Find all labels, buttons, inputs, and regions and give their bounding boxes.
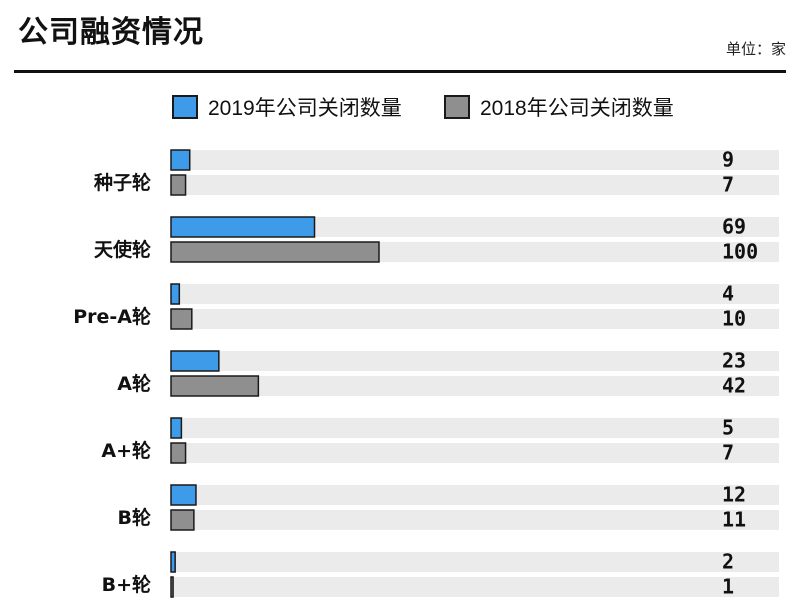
bar-2018 <box>170 442 187 464</box>
title-divider <box>14 70 786 73</box>
category-label: B+轮 <box>102 573 151 596</box>
bar-track <box>171 443 779 463</box>
data-label-2019: 69 <box>722 215 746 239</box>
bar-2019 <box>170 417 183 439</box>
data-label-2018: 7 <box>722 441 734 465</box>
bar-track <box>171 217 779 237</box>
bar-2018 <box>170 308 193 330</box>
data-label-2019: 23 <box>722 349 746 373</box>
bar-track <box>171 351 779 371</box>
legend-label-2019: 2019年公司关闭数量 <box>208 97 402 120</box>
bar-track <box>171 175 779 195</box>
bar-2019 <box>170 216 316 238</box>
bar-track <box>171 376 779 396</box>
bar-2019 <box>170 551 176 573</box>
bar-2019 <box>170 149 191 171</box>
category-label: B轮 <box>118 506 151 529</box>
data-label-2018: 11 <box>722 508 746 532</box>
category-label: A轮 <box>117 372 151 395</box>
bar-track <box>171 485 779 505</box>
category-label: Pre-A轮 <box>73 305 151 328</box>
unit-note: 单位：家 <box>725 40 786 58</box>
data-label-2019: 12 <box>722 483 746 507</box>
data-label-2018: 7 <box>722 173 734 197</box>
data-label-2019: 5 <box>722 416 734 440</box>
bar-track <box>171 552 779 572</box>
category-label: 种子轮 <box>93 171 151 194</box>
bar-track <box>171 577 779 597</box>
bar-track <box>171 309 779 329</box>
bar-2018 <box>170 241 380 263</box>
page-title: 公司融资情况 <box>18 15 204 50</box>
category-label: A+轮 <box>101 439 151 462</box>
bar-track <box>171 418 779 438</box>
bar-2018 <box>170 174 187 196</box>
chart-legend: 2019年公司关闭数量 2018年公司关闭数量 <box>0 92 800 122</box>
bar-2018 <box>170 509 195 531</box>
legend-item-2019: 2019年公司关闭数量 <box>172 92 402 122</box>
bar-track <box>171 510 779 530</box>
category-label: 天使轮 <box>94 238 151 261</box>
bar-2019 <box>170 484 197 506</box>
data-label-2018: 100 <box>722 240 758 264</box>
data-label-2019: 4 <box>722 282 734 306</box>
bar-2018 <box>170 576 174 598</box>
data-label-2019: 9 <box>722 148 734 172</box>
data-label-2019: 2 <box>722 550 734 574</box>
bar-track <box>171 150 779 170</box>
legend-item-2018: 2018年公司关闭数量 <box>444 92 674 122</box>
data-label-2018: 1 <box>722 575 734 599</box>
legend-swatch-2018 <box>444 95 470 119</box>
data-label-2018: 10 <box>722 307 746 331</box>
legend-swatch-2019 <box>172 95 198 119</box>
bar-2018 <box>170 375 260 397</box>
legend-label-2018: 2018年公司关闭数量 <box>480 97 674 120</box>
bar-2019 <box>170 350 220 372</box>
data-label-2018: 42 <box>722 374 746 398</box>
bar-2019 <box>170 283 181 305</box>
bar-track <box>171 284 779 304</box>
